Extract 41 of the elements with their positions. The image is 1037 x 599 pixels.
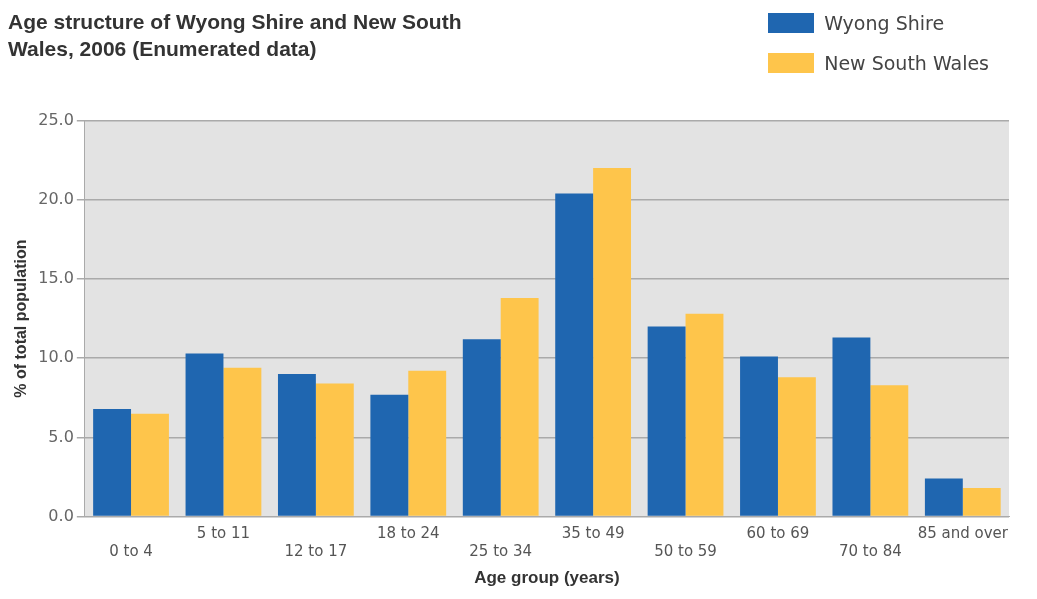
y-tick-label: 15.0 — [38, 268, 74, 288]
y-tick-label: 20.0 — [38, 188, 74, 208]
bar — [277, 374, 316, 516]
x-tick-label: 85 and over — [917, 524, 1009, 543]
bar — [131, 413, 169, 516]
bar — [685, 313, 724, 516]
chart-title: Age structure of Wyong Shire and New South Wales, 2006 (Enumerated data) — [8, 9, 463, 62]
y-tick-label: 25.0 — [38, 109, 74, 129]
x-axis-title: Age group (years) — [474, 568, 620, 588]
bar — [555, 193, 594, 516]
bar — [408, 370, 447, 516]
bar — [500, 298, 539, 516]
bar — [924, 478, 963, 516]
y-tick-label: 10.0 — [38, 347, 74, 367]
bar — [740, 356, 778, 516]
x-tick-label: 35 to 49 — [561, 524, 625, 543]
bar — [962, 488, 1001, 516]
legend-label: New South Wales — [824, 52, 989, 74]
y-axis-title: % of total population — [12, 239, 30, 398]
bar — [315, 383, 354, 516]
legend-label: Wyong Shire — [824, 12, 945, 34]
bar — [370, 394, 409, 516]
bar — [647, 326, 686, 516]
x-tick-label: 0 to 4 — [109, 542, 153, 561]
bar — [93, 408, 132, 516]
x-tick-label: 25 to 34 — [469, 542, 533, 561]
bar — [185, 353, 224, 516]
x-tick-label: 70 to 84 — [838, 542, 902, 561]
x-tick-label: 50 to 59 — [654, 542, 717, 561]
x-tick-label: 18 to 24 — [376, 524, 440, 543]
x-tick-label: 5 to 11 — [196, 524, 251, 543]
bar — [832, 337, 871, 516]
bar — [462, 339, 501, 516]
bar — [870, 385, 909, 516]
bar — [223, 367, 262, 516]
y-tick-label: 5.0 — [48, 426, 74, 446]
x-tick-label: 60 to 69 — [746, 524, 810, 543]
x-tick-label: 12 to 17 — [284, 542, 348, 561]
bar — [593, 168, 632, 516]
bar — [777, 377, 816, 516]
y-tick-label: 0.0 — [48, 505, 74, 525]
